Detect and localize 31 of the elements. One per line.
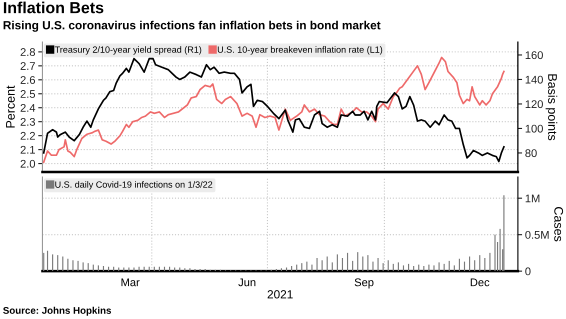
y-tick-label: 2.1 [20, 146, 35, 154]
y-axis-title: Percent [6, 86, 15, 128]
source-note: Source: Johns Hopkins [3, 306, 112, 316]
legend-label: U.S. daily Covid-19 infections on 1/3/22 [55, 181, 212, 190]
x-tick-label: Dec [470, 278, 490, 286]
x-axis-title: 2021 [268, 290, 293, 299]
legend-label: U.S. 10-year breakeven inflation rate (L1) [218, 46, 382, 55]
legend-label: Treasury 2/10-year yield spread (R1) [54, 46, 202, 55]
y2-tick-label: 100 [526, 124, 543, 133]
y-tick-label: 2.6 [20, 76, 36, 84]
x-tick-label: Mar [122, 278, 140, 286]
x-tick-label: Jun [238, 278, 256, 286]
y2-tick-label: 120 [526, 100, 543, 108]
y-tick-label: 2.0 [20, 160, 36, 168]
y2-tick-label: 140 [526, 76, 543, 84]
y-tick-label: 0 [525, 267, 531, 276]
y2-tick-label: 80 [525, 149, 537, 158]
chart-subtitle: Rising U.S. coronavirus infections fan inflation bets in bond market [4, 20, 381, 32]
y2-axis-title: Basis points [546, 74, 558, 140]
chart-title: Inflation Bets [4, 2, 104, 14]
y-tick-label: 2.2 [20, 132, 35, 140]
y-tick-label: 2.5 [20, 90, 36, 98]
y-axis-title: Cases [554, 207, 564, 242]
y-tick-label: 0.5M [525, 230, 549, 239]
y-tick-label: 1M [526, 194, 540, 202]
y-tick-label: 2.7 [20, 62, 35, 70]
y-tick-label: 2.3 [20, 118, 36, 126]
y-tick-label: 2.8 [20, 48, 36, 56]
y-tick-label: 2.4 [20, 104, 36, 112]
y2-tick-label: 160 [526, 51, 543, 60]
x-tick-label: Sep [354, 278, 374, 288]
